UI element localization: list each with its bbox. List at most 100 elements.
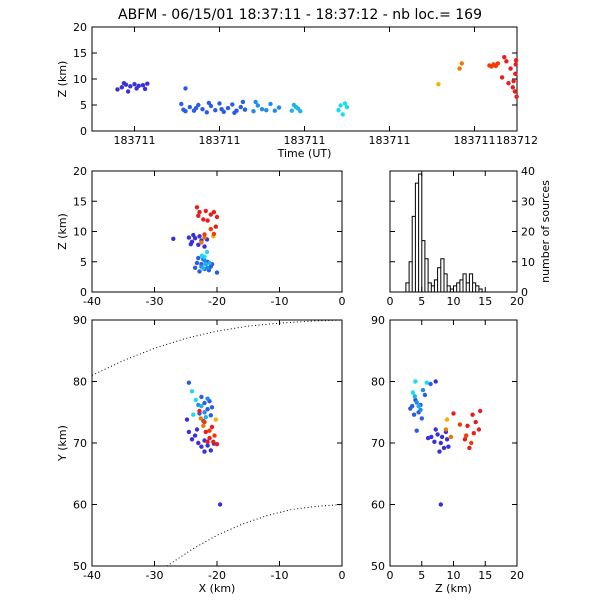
time-height-source-point [512, 89, 518, 94]
plan-view-ytick-label: 50 [73, 560, 87, 573]
height-y-source-point [473, 419, 478, 425]
height-y-source-point [413, 379, 418, 384]
x-height-source-point [192, 265, 198, 270]
x-height-source-point [191, 232, 196, 238]
x-height-source-point [213, 224, 218, 229]
x-height-source-point [196, 213, 201, 218]
x-height-source-point [194, 205, 200, 210]
x-height-source-point [214, 214, 220, 220]
height-y-ytick-label: 70 [371, 437, 385, 450]
height-y-source-point [476, 427, 482, 432]
time-height-source-point [213, 108, 218, 113]
plan-view-panel: -40 -30 -20 -10 0 50 60 70 80 90 X (km) Y (km) [56, 314, 346, 595]
x-height-source-point [211, 209, 217, 215]
time-height-source-point [504, 59, 509, 64]
height-y-source-point [433, 379, 438, 384]
x-height-source-point [211, 231, 217, 237]
height-y-source-point [467, 445, 472, 451]
x-height-source-point [208, 226, 213, 232]
plan-view-source-point [202, 400, 207, 406]
height-y-source-point [425, 435, 431, 441]
height-histogram-xtick-label: 5 [418, 295, 425, 308]
x-height-ytick-label: 20 [73, 165, 87, 178]
height-histogram-ytick-label: 20 [521, 226, 535, 239]
plan-view-source-point [207, 428, 212, 433]
x-height-source-point [194, 260, 200, 266]
x-height-source-point [202, 254, 207, 260]
height-y-source-point [441, 445, 447, 451]
x-height-source-point [201, 217, 206, 222]
time-height-source-point [183, 86, 188, 91]
time-height-source-point [253, 99, 258, 105]
height-y-source-point [424, 380, 429, 385]
x-height-ylabel: Z (km) [56, 213, 69, 250]
plan-view-xtick-label: -40 [83, 569, 101, 582]
time-height-source-point [336, 108, 341, 113]
plan-view-source-point [205, 443, 210, 448]
plan-view-source-point [211, 439, 216, 444]
time-height-source-point [179, 101, 184, 107]
plan-view-xtick-label: 0 [339, 569, 346, 582]
time-height-source-point [340, 112, 345, 117]
plan-view-xlabel: X (km) [199, 582, 236, 595]
height-y-source-point [448, 434, 454, 440]
time-height-source-point [508, 66, 513, 71]
x-height-source-point [201, 266, 206, 271]
time-height-source-point [196, 102, 201, 108]
height-y-source-point [464, 433, 469, 438]
plan-view-source-point [205, 439, 210, 444]
height-y-source-point [471, 431, 476, 436]
time-height-source-point [344, 104, 350, 110]
time-height-source-point [251, 109, 256, 114]
plan-view-source-point [214, 442, 220, 447]
plan-view-source-point [203, 415, 208, 420]
height-y-source-point [446, 444, 451, 449]
x-height-source-point [203, 208, 208, 214]
height-y-source-point [408, 406, 413, 411]
time-height-source-point [121, 81, 127, 86]
height-y-source-point [443, 427, 449, 432]
time-height-source-point [240, 99, 246, 105]
height-histogram-ylabel: number of sources [539, 180, 552, 283]
time-height-source-point [342, 101, 348, 106]
x-height-source-point [202, 235, 207, 240]
plan-view-source-point [199, 403, 204, 409]
time-height-source-point [436, 82, 441, 87]
height-y-ytick-label: 50 [371, 560, 385, 573]
time-height-source-point [187, 104, 192, 110]
plan-view-xtick-label: -10 [271, 569, 289, 582]
height-y-source-point [435, 432, 440, 437]
plan-view-ytick-label: 70 [73, 437, 87, 450]
x-height-source-point [186, 235, 192, 240]
plan-view-source-point [186, 429, 192, 435]
x-height-source-point [196, 255, 201, 261]
height-y-source-point [410, 390, 416, 395]
height-y-xtick-label: 10 [447, 569, 461, 582]
plan-view-source-point [209, 424, 215, 430]
height-y-source-point [422, 392, 428, 398]
time-height-source-point [511, 78, 516, 84]
plan-view-source-point [203, 429, 208, 435]
x-height-source-point [202, 232, 207, 237]
plan-view-source-point [213, 417, 218, 422]
time-height-source-point [208, 103, 214, 109]
plan-view-source-point [193, 397, 198, 403]
x-height-source-point [202, 244, 207, 249]
x-height-xtick-label: -30 [146, 295, 164, 308]
plan-view-source-point [205, 407, 210, 412]
plan-view-source-point [186, 380, 192, 385]
height-histogram-xtick-label: 15 [478, 295, 492, 308]
height-y-xtick-label: 0 [387, 569, 394, 582]
time-height-xtick-label: 183711 [369, 134, 411, 147]
plan-view-source-point [184, 417, 190, 422]
plan-view-source-point [192, 433, 198, 438]
time-height-source-point [219, 107, 224, 112]
time-height-source-point [514, 94, 519, 99]
plan-view-source-point [199, 394, 204, 400]
height-y-source-point [444, 437, 450, 442]
plan-view-ytick-label: 90 [73, 314, 87, 327]
plan-view-ytick-label: 80 [73, 376, 87, 389]
plan-view-source-point [189, 437, 195, 442]
time-height-source-point [459, 61, 464, 66]
time-height-source-point [242, 107, 248, 112]
